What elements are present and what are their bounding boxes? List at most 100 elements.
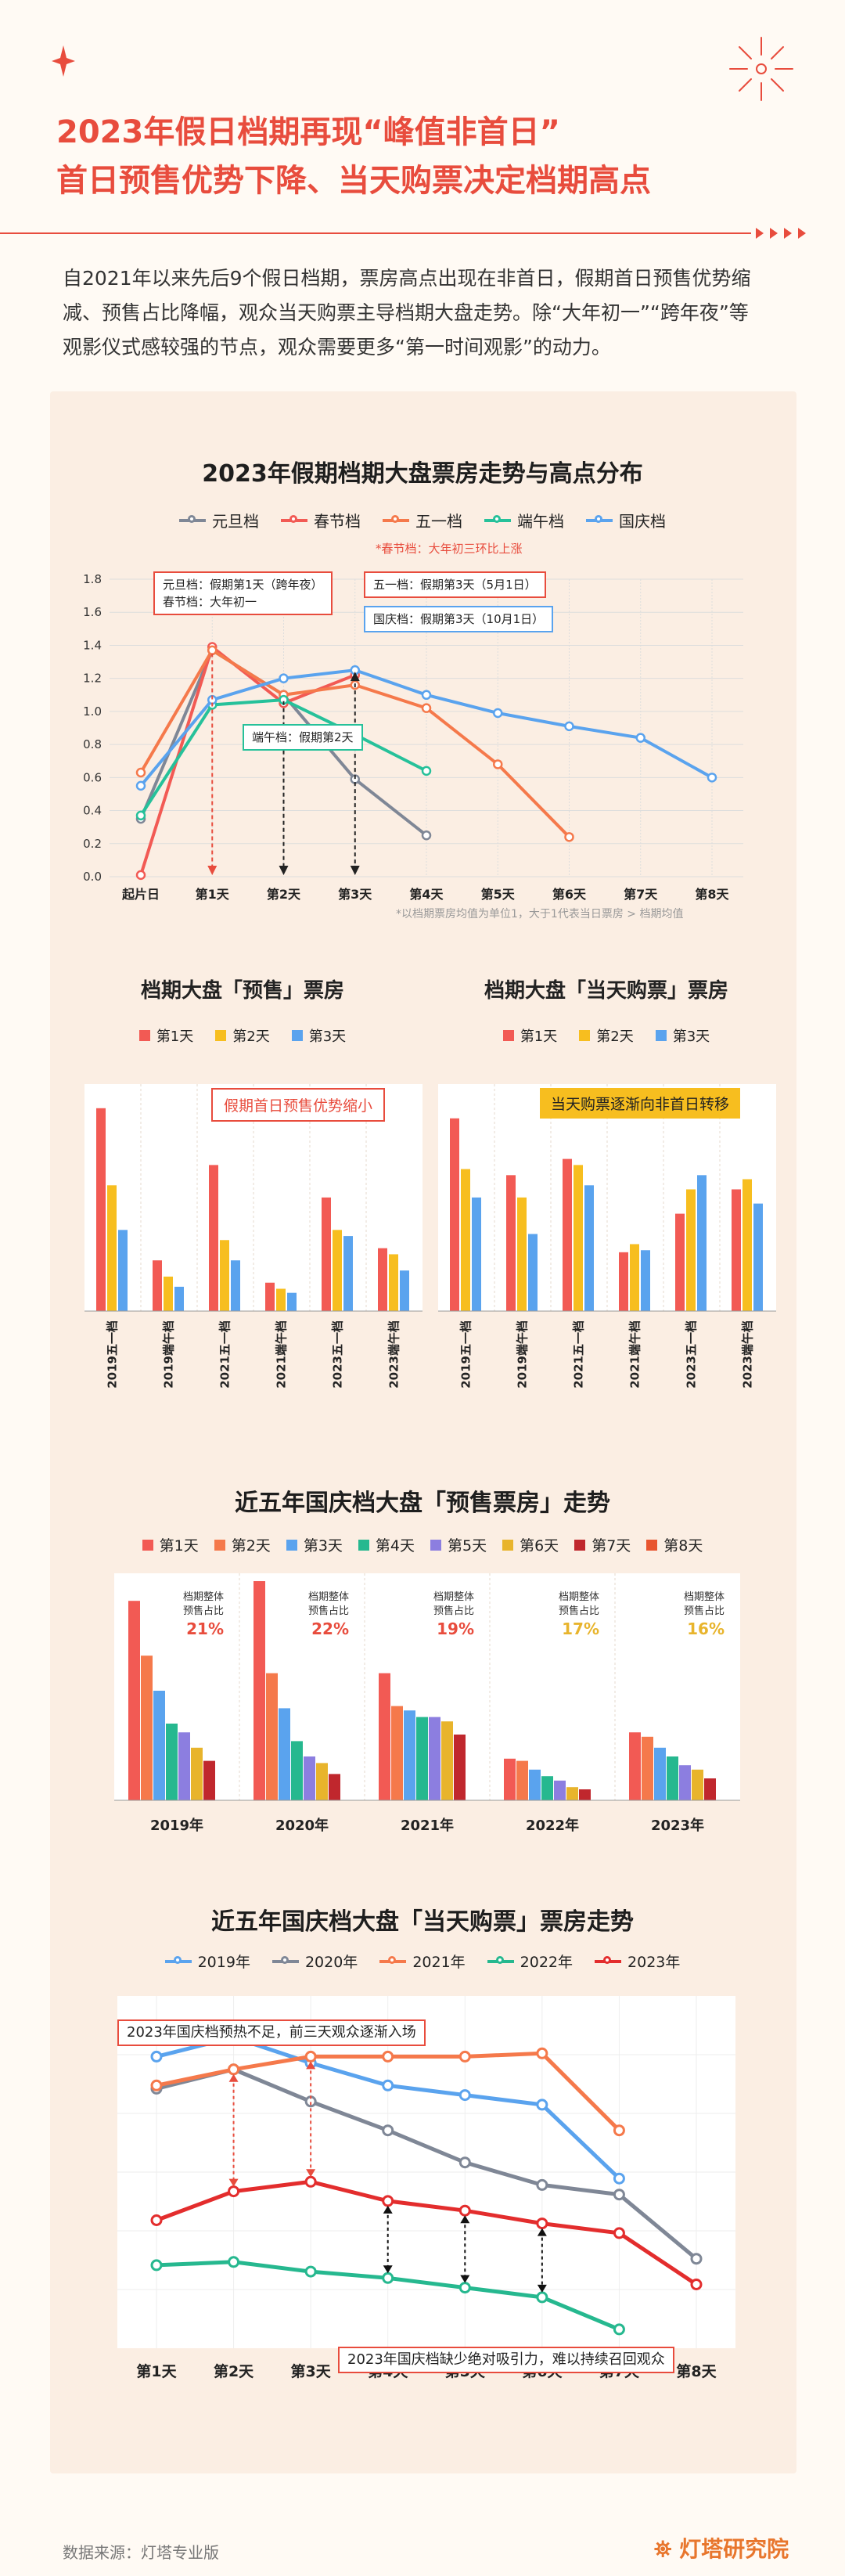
chart1-red-note: *春节档：大年初三环比上涨: [376, 542, 523, 556]
arrow-head: [350, 866, 360, 875]
chart1-legend: 元旦档 春节档 五一档 端午档 国庆档: [0, 509, 845, 531]
data-point: [421, 766, 432, 776]
x-tick-label: 2020年: [275, 1817, 329, 1834]
bar: [329, 1774, 340, 1800]
data-point: [536, 2291, 548, 2304]
bar: [441, 1721, 453, 1800]
y-tick-label: 1.4: [83, 638, 102, 652]
page-title: 2023年假日档期再现“峰值非首日” 首日预售优势下降、当天购票决定档期高点: [56, 108, 651, 205]
bar: [429, 1717, 440, 1800]
bar: [378, 1248, 387, 1311]
legend-item: 春节档: [281, 509, 361, 531]
title-line-2: 首日预售优势下降、当天购票决定档期高点: [56, 163, 651, 199]
share-value: 21%: [186, 1619, 224, 1638]
data-point: [613, 2323, 625, 2336]
chart2-title: 档期大盘「预售」票房: [140, 979, 344, 1003]
x-tick-label: 2023五一档: [685, 1320, 699, 1389]
bar: [641, 1250, 650, 1311]
data-point: [458, 2156, 471, 2169]
y-tick-label: 1.6: [83, 605, 102, 619]
legend-item: 2021年: [379, 1951, 466, 1972]
share-label: 档期整体: [684, 1591, 725, 1603]
chart1-annotation-box: 五一档：假期第3天（5月1日）: [364, 571, 546, 598]
data-point: [707, 773, 717, 783]
share-label: 档期整体: [308, 1591, 349, 1603]
data-point: [304, 2175, 317, 2188]
bar: [574, 1165, 583, 1311]
share-label: 预售占比: [183, 1605, 224, 1617]
bar: [506, 1175, 516, 1311]
y-tick-label: 1.8: [83, 572, 102, 586]
series-line: [156, 2067, 698, 2261]
chart5-legend: 2019年 2020年 2021年 2022年 2023年: [0, 1951, 845, 1972]
bar: [291, 1741, 303, 1800]
bar: [619, 1252, 628, 1311]
bar: [504, 1758, 516, 1800]
legend-item: 第2天: [215, 1025, 270, 1046]
legend-item: 第2天: [579, 1025, 634, 1046]
x-tick-label: 2023五一档: [331, 1320, 345, 1389]
bar: [266, 1673, 278, 1800]
y-tick-label: 0.4: [83, 804, 102, 818]
bar: [704, 1778, 716, 1800]
legend-item: 第1天: [142, 1534, 199, 1555]
data-point: [613, 2172, 625, 2185]
bar: [203, 1760, 215, 1800]
data-point: [458, 2089, 471, 2102]
chart4-title: 近五年国庆档大盘「预售票房」走势: [235, 1490, 610, 1517]
bar: [528, 1234, 538, 1311]
data-point: [421, 703, 432, 713]
bar: [128, 1601, 140, 1800]
bar: [322, 1197, 331, 1311]
bar: [404, 1710, 415, 1800]
chart3-tag: 当天购票逐渐向非首日转移: [540, 1088, 741, 1119]
legend-item: 2022年: [487, 1951, 573, 1972]
bar: [231, 1260, 240, 1311]
share-value: 16%: [687, 1619, 725, 1638]
data-point: [613, 2124, 625, 2137]
bar: [563, 1158, 572, 1311]
tower-icon: ⛯: [654, 2536, 672, 2562]
bar: [276, 1288, 286, 1311]
data-point: [613, 2189, 625, 2201]
bar: [166, 1724, 178, 1800]
legend-item: 2020年: [271, 1951, 358, 1972]
data-point: [493, 759, 503, 769]
y-tick-label: 0.8: [83, 737, 102, 751]
bar: [454, 1735, 466, 1800]
x-tick-label: 2021年: [401, 1817, 454, 1834]
data-point: [150, 2079, 163, 2091]
bar: [343, 1236, 353, 1311]
y-tick-label: 1.2: [83, 672, 102, 686]
data-point: [279, 673, 289, 683]
firework-icon: [729, 37, 793, 101]
arrow-head: [228, 2178, 239, 2187]
bar: [304, 1756, 315, 1800]
x-tick-label: 第8天: [695, 887, 729, 902]
title-line-1: 2023年假日档期再现“峰值非首日”: [56, 114, 560, 150]
x-tick-label: 第6天: [552, 887, 587, 902]
legend-item: 第5天: [430, 1534, 487, 1555]
legend-item: 第6天: [502, 1534, 559, 1555]
x-tick-label: 2023端午档: [741, 1320, 755, 1389]
share-label: 预售占比: [559, 1605, 599, 1617]
x-tick-label: 第3天: [338, 887, 372, 902]
legend-item: 第3天: [286, 1534, 343, 1555]
x-tick-label: 2019五一档: [106, 1320, 120, 1389]
legend-item: 国庆档: [586, 509, 666, 531]
data-point: [135, 810, 146, 821]
chart3-title: 档期大盘「当天购票」票房: [484, 979, 728, 1003]
bar: [389, 1254, 398, 1311]
chart5-annotation-bottom: 2023年国庆档缺少绝对吸引力，难以持续召回观众: [338, 2347, 674, 2373]
data-point: [536, 2099, 548, 2111]
bar: [164, 1276, 173, 1311]
data-point: [228, 2185, 240, 2198]
chart5-title: 近五年国庆档大盘「当天购票」票房走势: [211, 1908, 634, 1936]
bar: [654, 1747, 666, 1800]
data-point: [690, 2253, 703, 2265]
legend-item: 第3天: [655, 1025, 710, 1046]
arrow-head: [460, 2215, 470, 2224]
bar: [461, 1169, 470, 1311]
arrow-head: [279, 866, 289, 875]
chart1-annotation-box: 元旦档：假期第1天（跨年夜） 春节档：大年初一: [153, 571, 333, 615]
